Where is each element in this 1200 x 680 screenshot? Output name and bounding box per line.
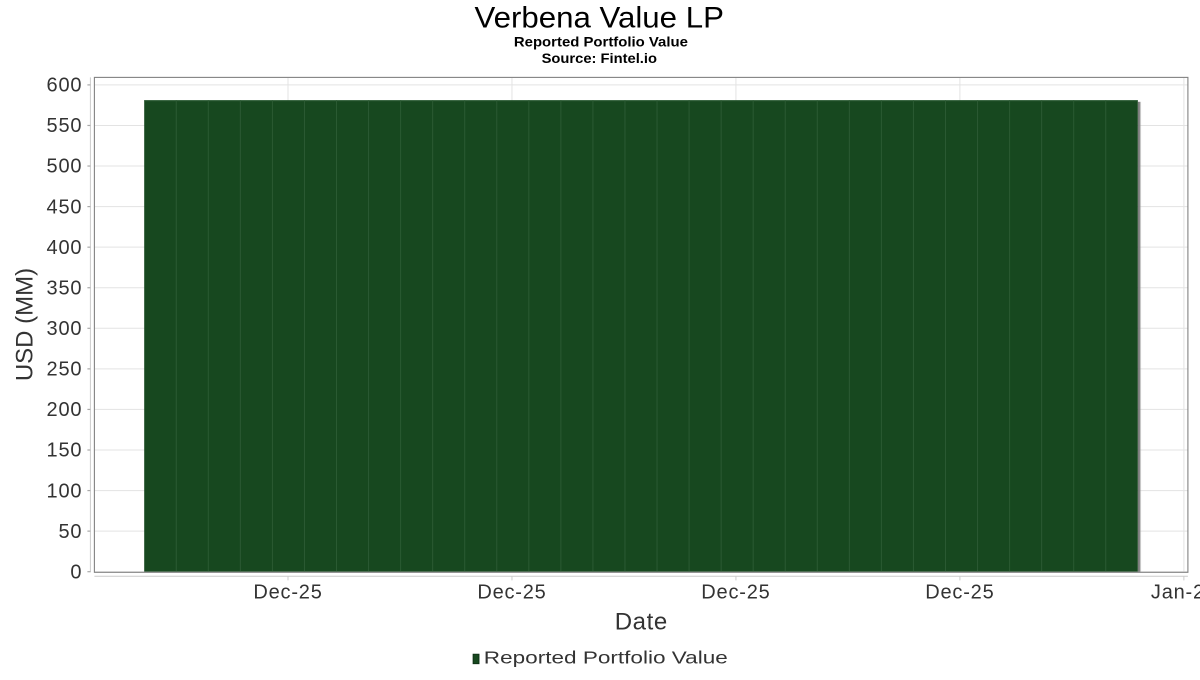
svg-text:USD (MM): USD (MM) xyxy=(12,268,39,381)
svg-text:150: 150 xyxy=(47,440,83,462)
svg-text:600: 600 xyxy=(47,75,83,97)
svg-text:300: 300 xyxy=(47,318,83,340)
svg-text:Dec-25: Dec-25 xyxy=(253,582,322,604)
svg-text:450: 450 xyxy=(47,196,83,218)
svg-text:Dec-25: Dec-25 xyxy=(701,582,770,604)
svg-text:Jan-26: Jan-26 xyxy=(1151,582,1200,604)
svg-text:400: 400 xyxy=(47,237,83,259)
svg-text:550: 550 xyxy=(47,115,83,137)
svg-text:0: 0 xyxy=(70,561,82,583)
svg-text:350: 350 xyxy=(47,277,83,299)
svg-text:Dec-25: Dec-25 xyxy=(925,582,994,604)
svg-text:Dec-25: Dec-25 xyxy=(477,582,546,604)
svg-text:50: 50 xyxy=(58,521,82,543)
svg-text:250: 250 xyxy=(47,359,83,381)
svg-text:Source: Fintel.io: Source: Fintel.io xyxy=(542,50,657,66)
svg-text:200: 200 xyxy=(47,399,83,421)
svg-text:Reported Portfolio Value: Reported Portfolio Value xyxy=(484,647,728,667)
svg-text:Verbena Value LP: Verbena Value LP xyxy=(475,1,724,34)
svg-text:Reported Portfolio Value: Reported Portfolio Value xyxy=(514,33,688,49)
svg-text:100: 100 xyxy=(47,480,83,502)
svg-text:Date: Date xyxy=(615,609,668,636)
svg-text:500: 500 xyxy=(47,156,83,178)
